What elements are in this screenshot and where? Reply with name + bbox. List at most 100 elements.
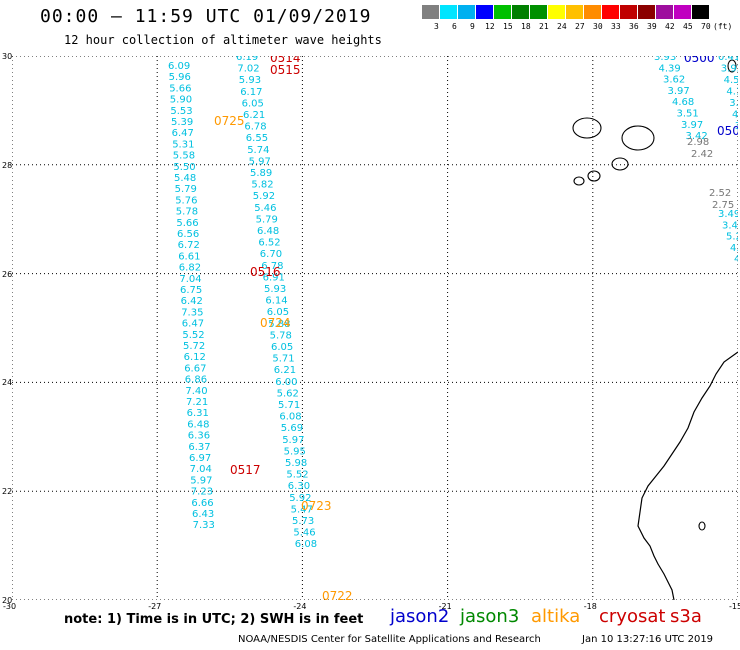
wave-height-value: 5.79	[175, 184, 197, 195]
longitude-label: -21	[438, 602, 452, 611]
wave-height-value: 5.93	[239, 75, 261, 86]
wave-height-value: 6.47	[182, 319, 204, 330]
wave-height-value: 3.5	[735, 121, 738, 132]
wave-height-value: 5.2	[726, 232, 738, 243]
wave-height-value: 5.69	[281, 423, 303, 434]
island-outline	[572, 117, 602, 139]
wave-height-value: 5.78	[176, 207, 198, 218]
wave-height-value: 6.17	[240, 87, 262, 98]
color-swatch	[674, 5, 692, 19]
island-outline	[727, 59, 737, 73]
pass-time-label: 0517	[230, 463, 261, 477]
color-scale-label: 39	[647, 22, 657, 31]
wave-height-value: 5.95	[284, 446, 306, 457]
wave-height-value: 6.78	[261, 261, 283, 272]
wave-height-value: 6.66	[191, 498, 213, 509]
wave-height-value: 6.91	[263, 272, 285, 283]
wave-height-value: 6.42	[181, 296, 203, 307]
wave-height-value: 5.97	[282, 435, 304, 446]
pass-time-label: 0516	[250, 265, 281, 279]
wave-height-value: 5.52	[286, 470, 308, 481]
pass-time-label: 0722	[322, 589, 353, 600]
pass-time-label: 0723	[301, 499, 332, 513]
island-outline	[611, 157, 629, 171]
wave-height-value: 5.74	[247, 145, 269, 156]
wave-height-value: 5.97	[249, 156, 271, 167]
longitude-label: -24	[293, 602, 307, 611]
wave-height-value: 7.23	[191, 487, 213, 498]
wave-height-value: 5.93	[264, 284, 286, 295]
wave-height-value: 4.3	[732, 110, 738, 121]
island-outline	[621, 125, 655, 151]
color-swatch	[692, 5, 710, 19]
wave-height-value: 6.30	[288, 481, 310, 492]
wave-height-value: 6.70	[260, 249, 282, 260]
wave-height-value: 4.68	[672, 97, 694, 108]
color-scale-label: 33	[611, 22, 621, 31]
color-swatch	[476, 5, 494, 19]
wave-height-value: 5.66	[169, 83, 191, 94]
color-scale-label: 18	[521, 22, 531, 31]
altimeter-map: 6.197.025.936.176.056.216.786.555.745.97…	[12, 56, 738, 600]
latitude-label: 20	[2, 596, 13, 605]
wave-height-value: 6.72	[178, 240, 200, 251]
latitude-label: 30	[2, 52, 13, 61]
wave-height-value: 3.51	[677, 109, 699, 120]
wave-height-value: 7.40	[185, 386, 207, 397]
latitude-label: 26	[2, 269, 13, 279]
wave-height-value: 7.04	[190, 464, 212, 475]
wave-height-value: 3.97	[681, 120, 703, 131]
wave-height-value: 5.48	[174, 173, 196, 184]
wave-height-value: 6.48	[257, 226, 279, 237]
wave-height-value: 6.21	[243, 110, 265, 121]
color-swatch	[440, 5, 458, 19]
wave-height-value: 5.92	[289, 493, 311, 504]
map-subtitle: 12 hour collection of altimeter wave hei…	[64, 33, 382, 47]
footer-note: note: 1) Time is in UTC; 2) SWH is in fe…	[64, 612, 364, 627]
wave-height-value: 2.98	[687, 137, 709, 148]
satellite-jason3-label: jason3	[460, 606, 520, 627]
color-scale-label: 21	[539, 22, 549, 31]
color-scale-label: 42	[665, 22, 675, 31]
island-outline	[698, 521, 706, 531]
wave-height-value: 5.89	[250, 168, 272, 179]
wave-height-value: 6.14	[265, 296, 287, 307]
wave-height-value: 5.50	[173, 162, 195, 173]
wave-height-value: 6.97	[189, 453, 211, 464]
latitude-label: 22	[2, 487, 13, 497]
longitude-label: -27	[148, 602, 162, 611]
wave-height-value: 7.21	[186, 397, 208, 408]
longitude-label: -30	[3, 602, 17, 611]
pass-time-label: 050	[717, 124, 738, 138]
wave-height-value: 4.39	[659, 63, 681, 74]
island-outline	[573, 176, 585, 186]
wave-height-value: 5.72	[183, 341, 205, 352]
map-title: 00:00 – 11:59 UTC 01/09/2019	[40, 6, 372, 27]
wave-height-value: 6.56	[177, 229, 199, 240]
wave-height-value: 5.82	[251, 180, 273, 191]
wave-height-value: 5.92	[253, 191, 275, 202]
wave-height-value: 3.49	[718, 209, 738, 220]
wave-height-value: 6.05	[242, 98, 264, 109]
wave-height-value: 6.21	[274, 365, 296, 376]
africa-coastline	[637, 351, 738, 600]
wave-height-value: 5.96	[169, 72, 191, 83]
wave-height-value: 5.47	[291, 504, 313, 515]
wave-height-value: 6.09	[168, 61, 190, 72]
credit-text: NOAA/NESDIS Center for Satellite Applica…	[238, 634, 541, 645]
wave-height-value: 5.88	[268, 319, 290, 330]
wave-height-value: 5.46	[293, 528, 315, 539]
wave-height-value: 3.6	[729, 98, 738, 109]
wave-height-value: 3.92	[721, 64, 738, 75]
wave-height-value: 6.43	[192, 509, 214, 520]
satellite-s3a-label: s3a	[670, 606, 702, 627]
wave-height-value: 6.47	[172, 128, 194, 139]
wave-height-value: 3.4	[722, 220, 738, 231]
wave-height-value: 6.05	[267, 307, 289, 318]
satellite-cryosat-label: cryosat	[599, 606, 666, 627]
satellite-jason2-label: jason2	[390, 606, 450, 627]
pass-time-label: 0725	[214, 114, 245, 128]
color-swatch	[530, 5, 548, 19]
wave-height-value: 6.05	[271, 342, 293, 353]
wave-height-value: 6.08	[295, 539, 317, 550]
